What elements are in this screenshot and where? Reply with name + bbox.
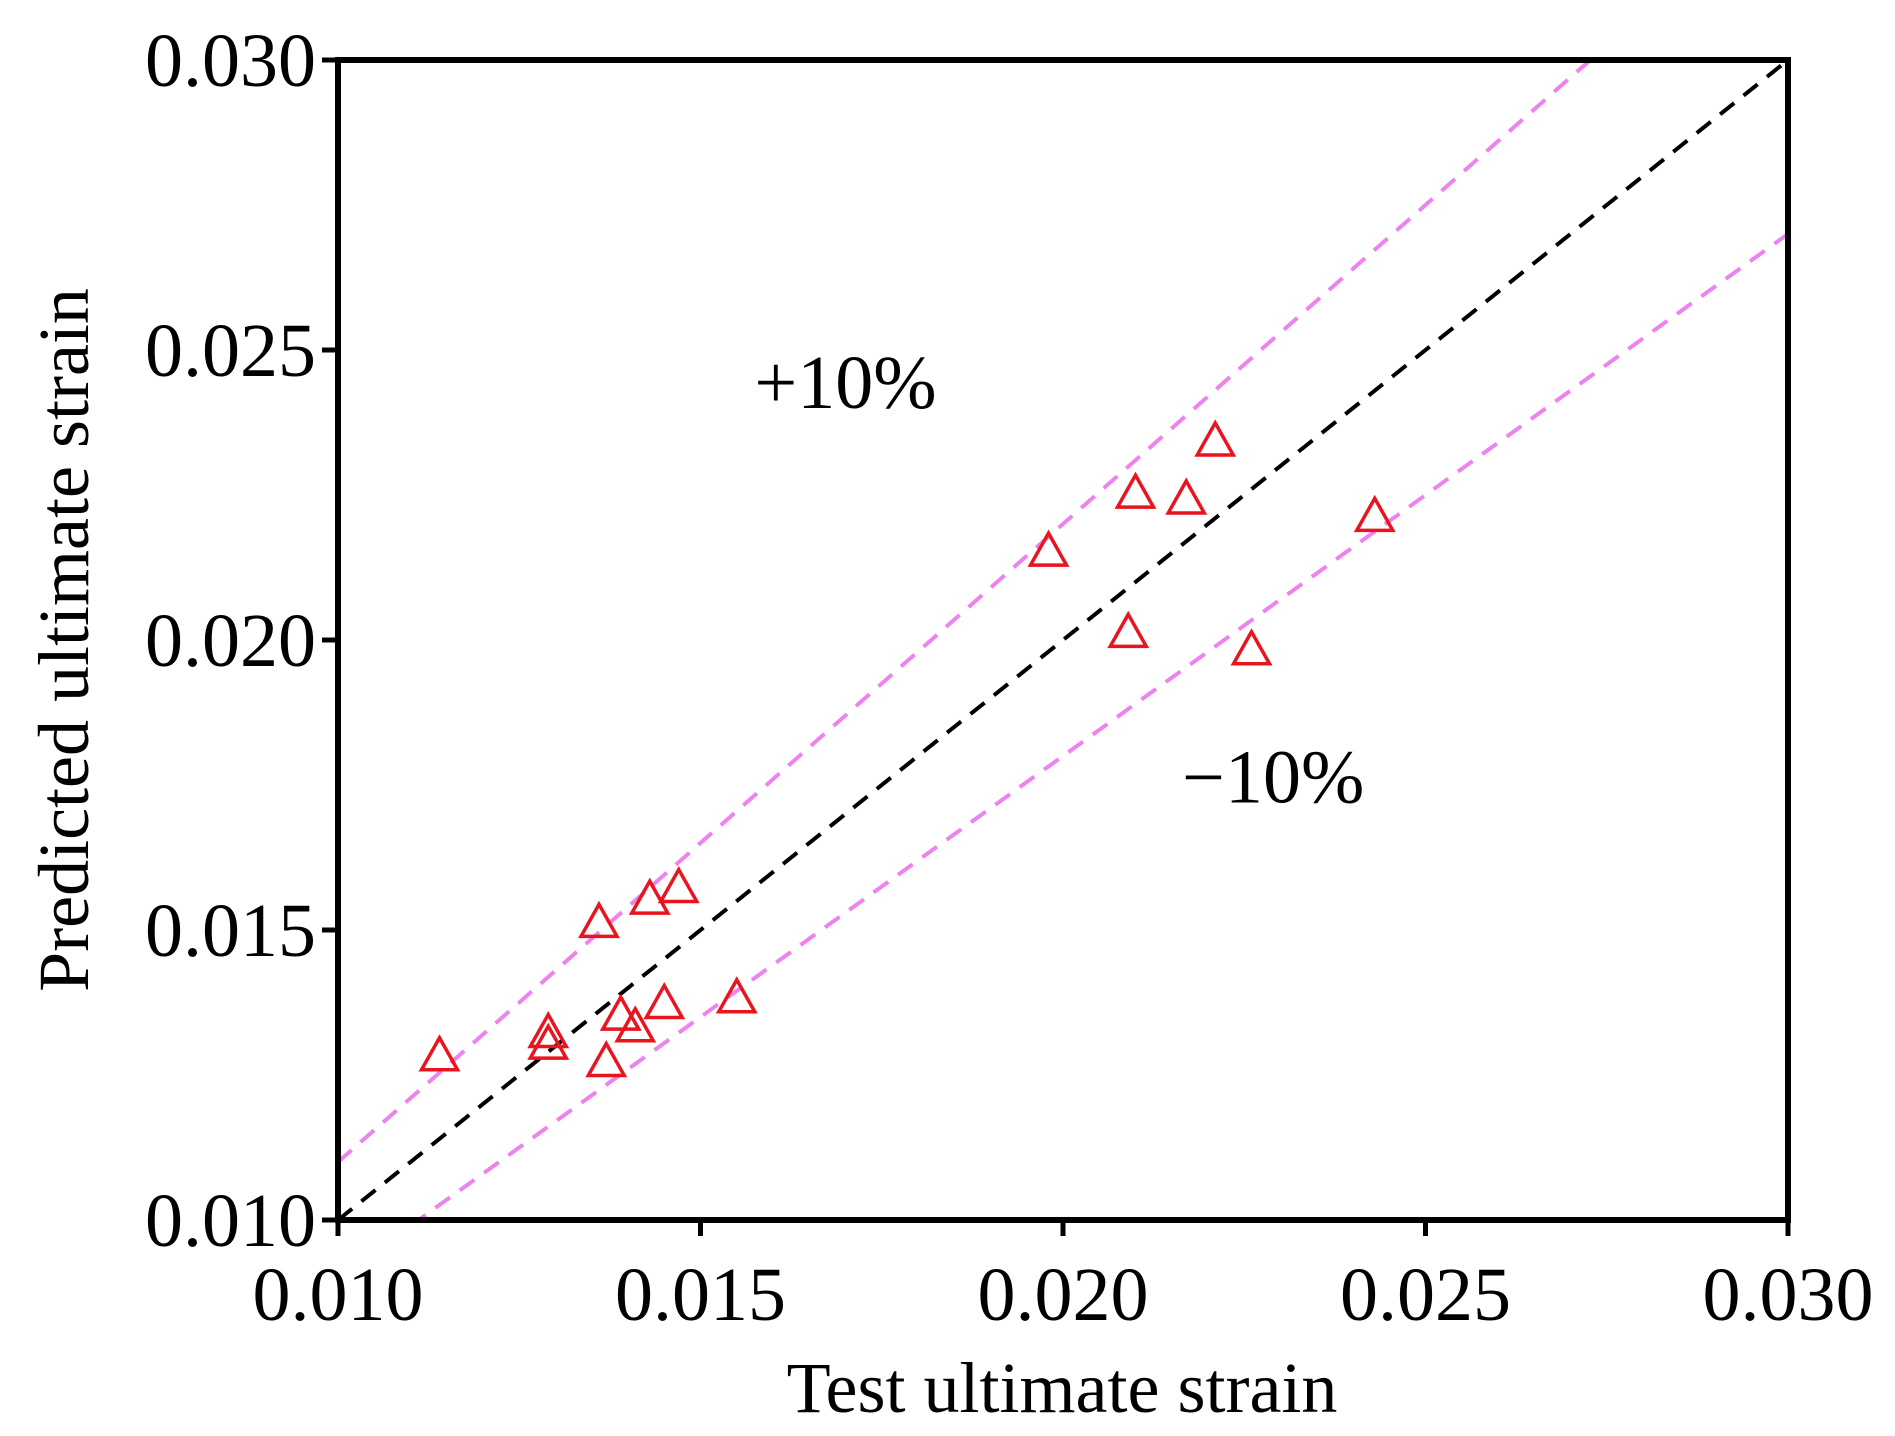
x-tick-label: 0.030 [1703, 1253, 1874, 1337]
x-tick-label: 0.020 [978, 1253, 1149, 1337]
y-tick-label: 0.020 [145, 599, 316, 683]
data-point-triangle [1165, 477, 1208, 515]
data-point-triangle [1027, 529, 1070, 567]
data-point-triangle [1114, 471, 1157, 509]
y-tick-label: 0.030 [145, 19, 316, 103]
annotation-label: +10% [754, 341, 936, 425]
y-tick-label: 0.025 [145, 309, 316, 393]
y-tick-label: 0.015 [145, 889, 316, 973]
data-point-triangle [599, 993, 642, 1031]
reference-lines-layer [338, 60, 1788, 1220]
data-point-triangle [614, 1005, 657, 1043]
axis-ticks-layer: 0.010 0.015 0.020 0.025 0.030 0.010 0.015 0.020… [145, 19, 1874, 1337]
y-tick-label: 0.010 [145, 1179, 316, 1263]
data-point-triangle [657, 865, 700, 904]
x-axis-title: Test ultimate strain [787, 1348, 1338, 1428]
data-point-triangle [1353, 494, 1396, 533]
data-point-triangle [628, 877, 671, 915]
data-point-triangle [1230, 628, 1273, 666]
data-point-triangle [418, 1034, 461, 1072]
data-point-triangle [585, 1039, 628, 1078]
data-point-triangle [527, 1010, 570, 1049]
data-point-triangle [1194, 419, 1237, 457]
annotation-label: −10% [1182, 735, 1364, 819]
data-point-triangle [1107, 610, 1150, 649]
x-tick-label: 0.025 [1340, 1253, 1511, 1337]
identity-line [338, 60, 1788, 1220]
lower-bound-line [415, 232, 1788, 1220]
x-tick-label: 0.010 [253, 1253, 424, 1337]
y-axis-title: Predicted ultimate strain [24, 288, 104, 992]
data-point-triangle [578, 900, 620, 939]
data-points-layer [418, 419, 1396, 1078]
upper-bound-line [338, 60, 1594, 1164]
data-point-triangle [643, 981, 686, 1020]
data-point-triangle [715, 976, 758, 1014]
x-tick-label: 0.015 [615, 1253, 786, 1337]
data-point-triangle [527, 1022, 570, 1060]
